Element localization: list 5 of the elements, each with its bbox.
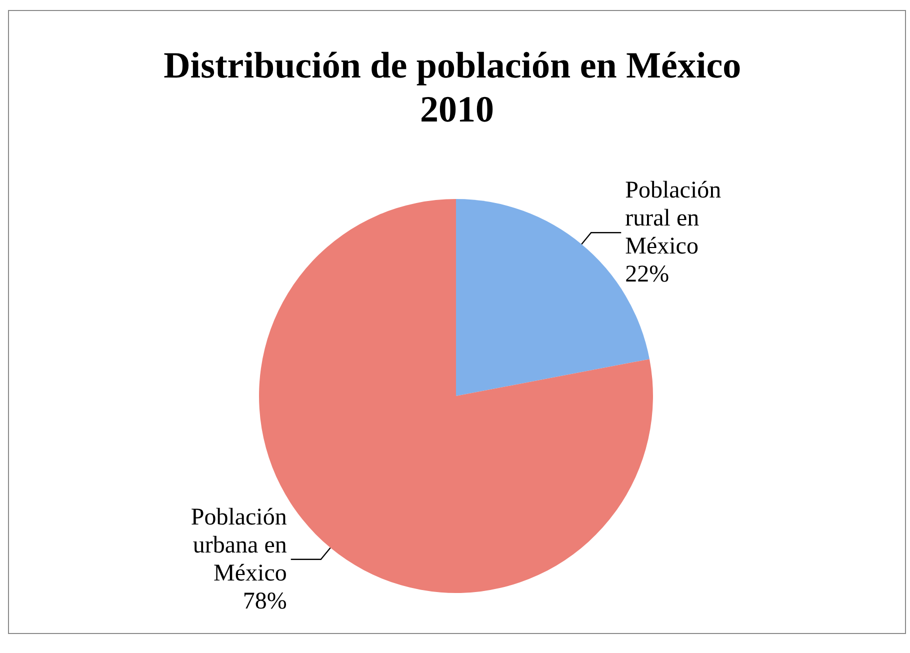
data-label: 78%	[242, 588, 287, 614]
slice-label: Población urbana en México	[190, 504, 287, 586]
data-label: 22%	[625, 262, 670, 288]
chart-title: Distribución de población en México 2010	[164, 46, 750, 130]
slice-label: Población rural en México	[625, 178, 722, 260]
